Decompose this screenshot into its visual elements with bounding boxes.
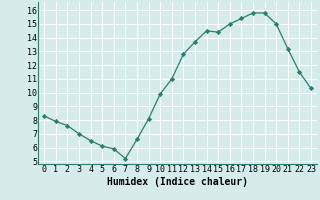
X-axis label: Humidex (Indice chaleur): Humidex (Indice chaleur)	[107, 177, 248, 187]
